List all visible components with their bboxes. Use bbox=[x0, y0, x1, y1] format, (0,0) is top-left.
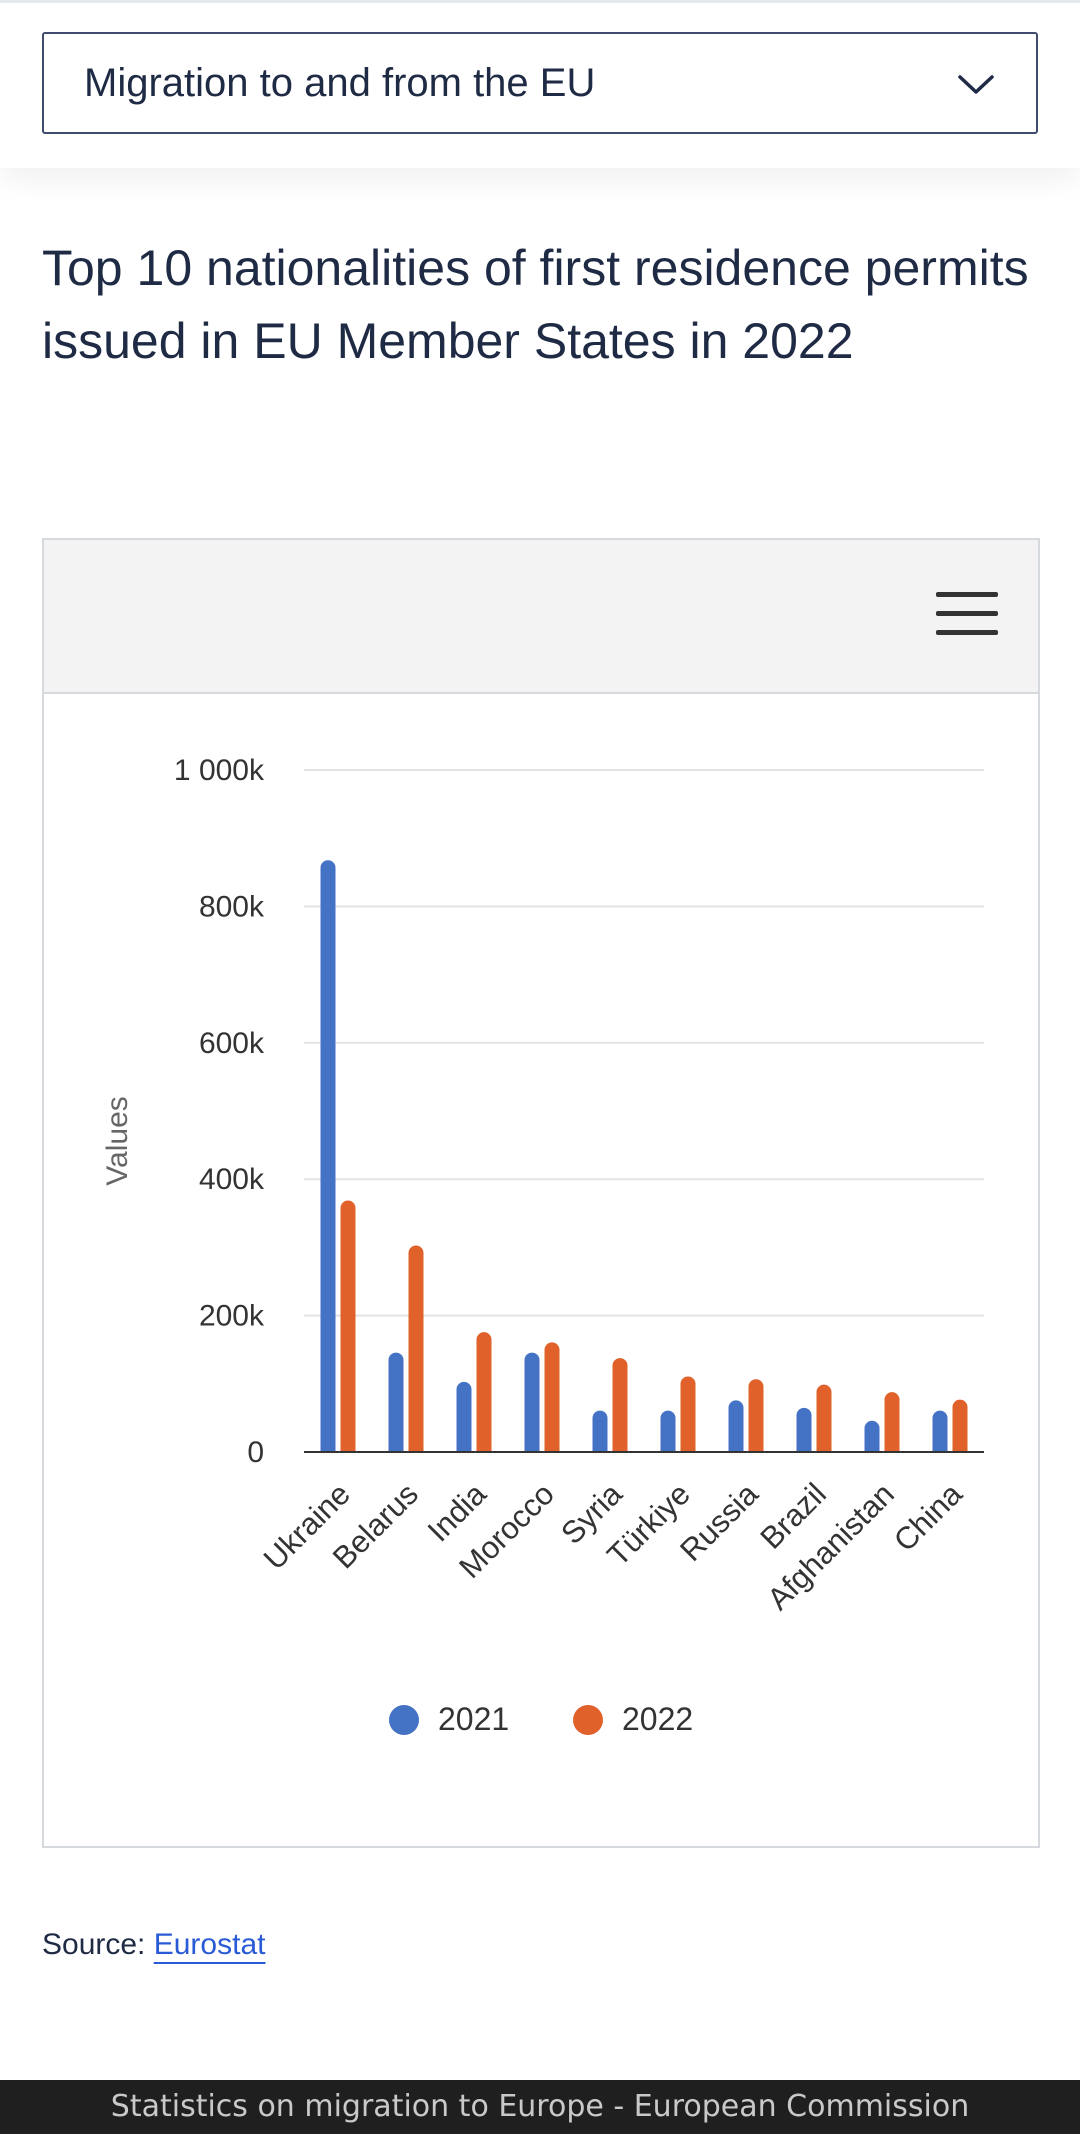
legend-item-2021[interactable]: 2021 bbox=[389, 1701, 509, 1737]
bar-2021-russia[interactable] bbox=[728, 1400, 744, 1452]
y-tick-label: 0 bbox=[247, 1436, 264, 1469]
legend-item-2022[interactable]: 2022 bbox=[573, 1701, 693, 1737]
footer-text: Statistics on migration to Europe - Euro… bbox=[110, 2089, 970, 2124]
source-label: Source: bbox=[42, 1928, 146, 1961]
bar-2021-syria[interactable] bbox=[592, 1410, 608, 1452]
topic-dropdown-value: Migration to and from the EU bbox=[84, 61, 596, 105]
legend-marker bbox=[573, 1705, 603, 1735]
bar-2021-morocco[interactable] bbox=[524, 1352, 540, 1452]
y-tick-label: 400k bbox=[199, 1163, 265, 1196]
dropdown-area: Migration to and from the EU bbox=[0, 0, 1080, 168]
chevron-down-icon bbox=[958, 75, 994, 94]
bar-2021-afghanistan[interactable] bbox=[864, 1420, 880, 1452]
chart-title: Top 10 nationalities of first residence … bbox=[42, 240, 1029, 369]
bar-2022-russia[interactable] bbox=[748, 1379, 764, 1452]
y-tick-label: 1 000k bbox=[174, 754, 265, 787]
bar-2022-ukraine[interactable] bbox=[340, 1200, 356, 1452]
y-tick-label: 800k bbox=[199, 890, 265, 923]
bar-2021-india[interactable] bbox=[456, 1381, 472, 1452]
chart-panel: 0 200k 400k 600k 800k 1 000k Values Ukraine Bela… bbox=[42, 538, 1040, 1848]
bar-2022-china[interactable] bbox=[952, 1399, 968, 1452]
chart-toolbar bbox=[44, 540, 1038, 694]
eurostat-link[interactable]: Eurostat bbox=[153, 1928, 266, 1961]
top-divider bbox=[0, 0, 1080, 3]
x-tick-label: Russia bbox=[673, 1476, 765, 1568]
bar-2021-belarus[interactable] bbox=[388, 1352, 404, 1452]
bar-2022-türkiye[interactable] bbox=[680, 1376, 696, 1452]
hamburger-menu-icon[interactable] bbox=[936, 592, 998, 636]
bar-2021-china[interactable] bbox=[932, 1410, 948, 1452]
footer-bar: Statistics on migration to Europe - Euro… bbox=[0, 2080, 1080, 2134]
source-line: Source: Eurostat bbox=[42, 1928, 265, 1962]
bar-2021-ukraine[interactable] bbox=[320, 860, 336, 1452]
bar-2022-afghanistan[interactable] bbox=[884, 1392, 900, 1452]
y-tick-label: 600k bbox=[199, 1027, 265, 1060]
y-tick-label: 200k bbox=[199, 1300, 265, 1333]
bar-2022-morocco[interactable] bbox=[544, 1342, 560, 1452]
bar-2022-brazil[interactable] bbox=[816, 1384, 832, 1452]
legend-label: 2022 bbox=[622, 1701, 693, 1737]
y-axis-title: Values bbox=[101, 1096, 134, 1186]
bar-2022-syria[interactable] bbox=[612, 1358, 628, 1452]
topic-dropdown[interactable]: Migration to and from the EU bbox=[42, 32, 1038, 134]
legend-marker bbox=[389, 1705, 419, 1735]
bar-2022-india[interactable] bbox=[476, 1332, 492, 1452]
bar-2022-belarus[interactable] bbox=[408, 1245, 424, 1452]
legend-label: 2021 bbox=[438, 1701, 509, 1737]
bar-2021-brazil[interactable] bbox=[796, 1407, 812, 1452]
x-tick-label: China bbox=[887, 1476, 970, 1559]
bar-2021-türkiye[interactable] bbox=[660, 1410, 676, 1452]
